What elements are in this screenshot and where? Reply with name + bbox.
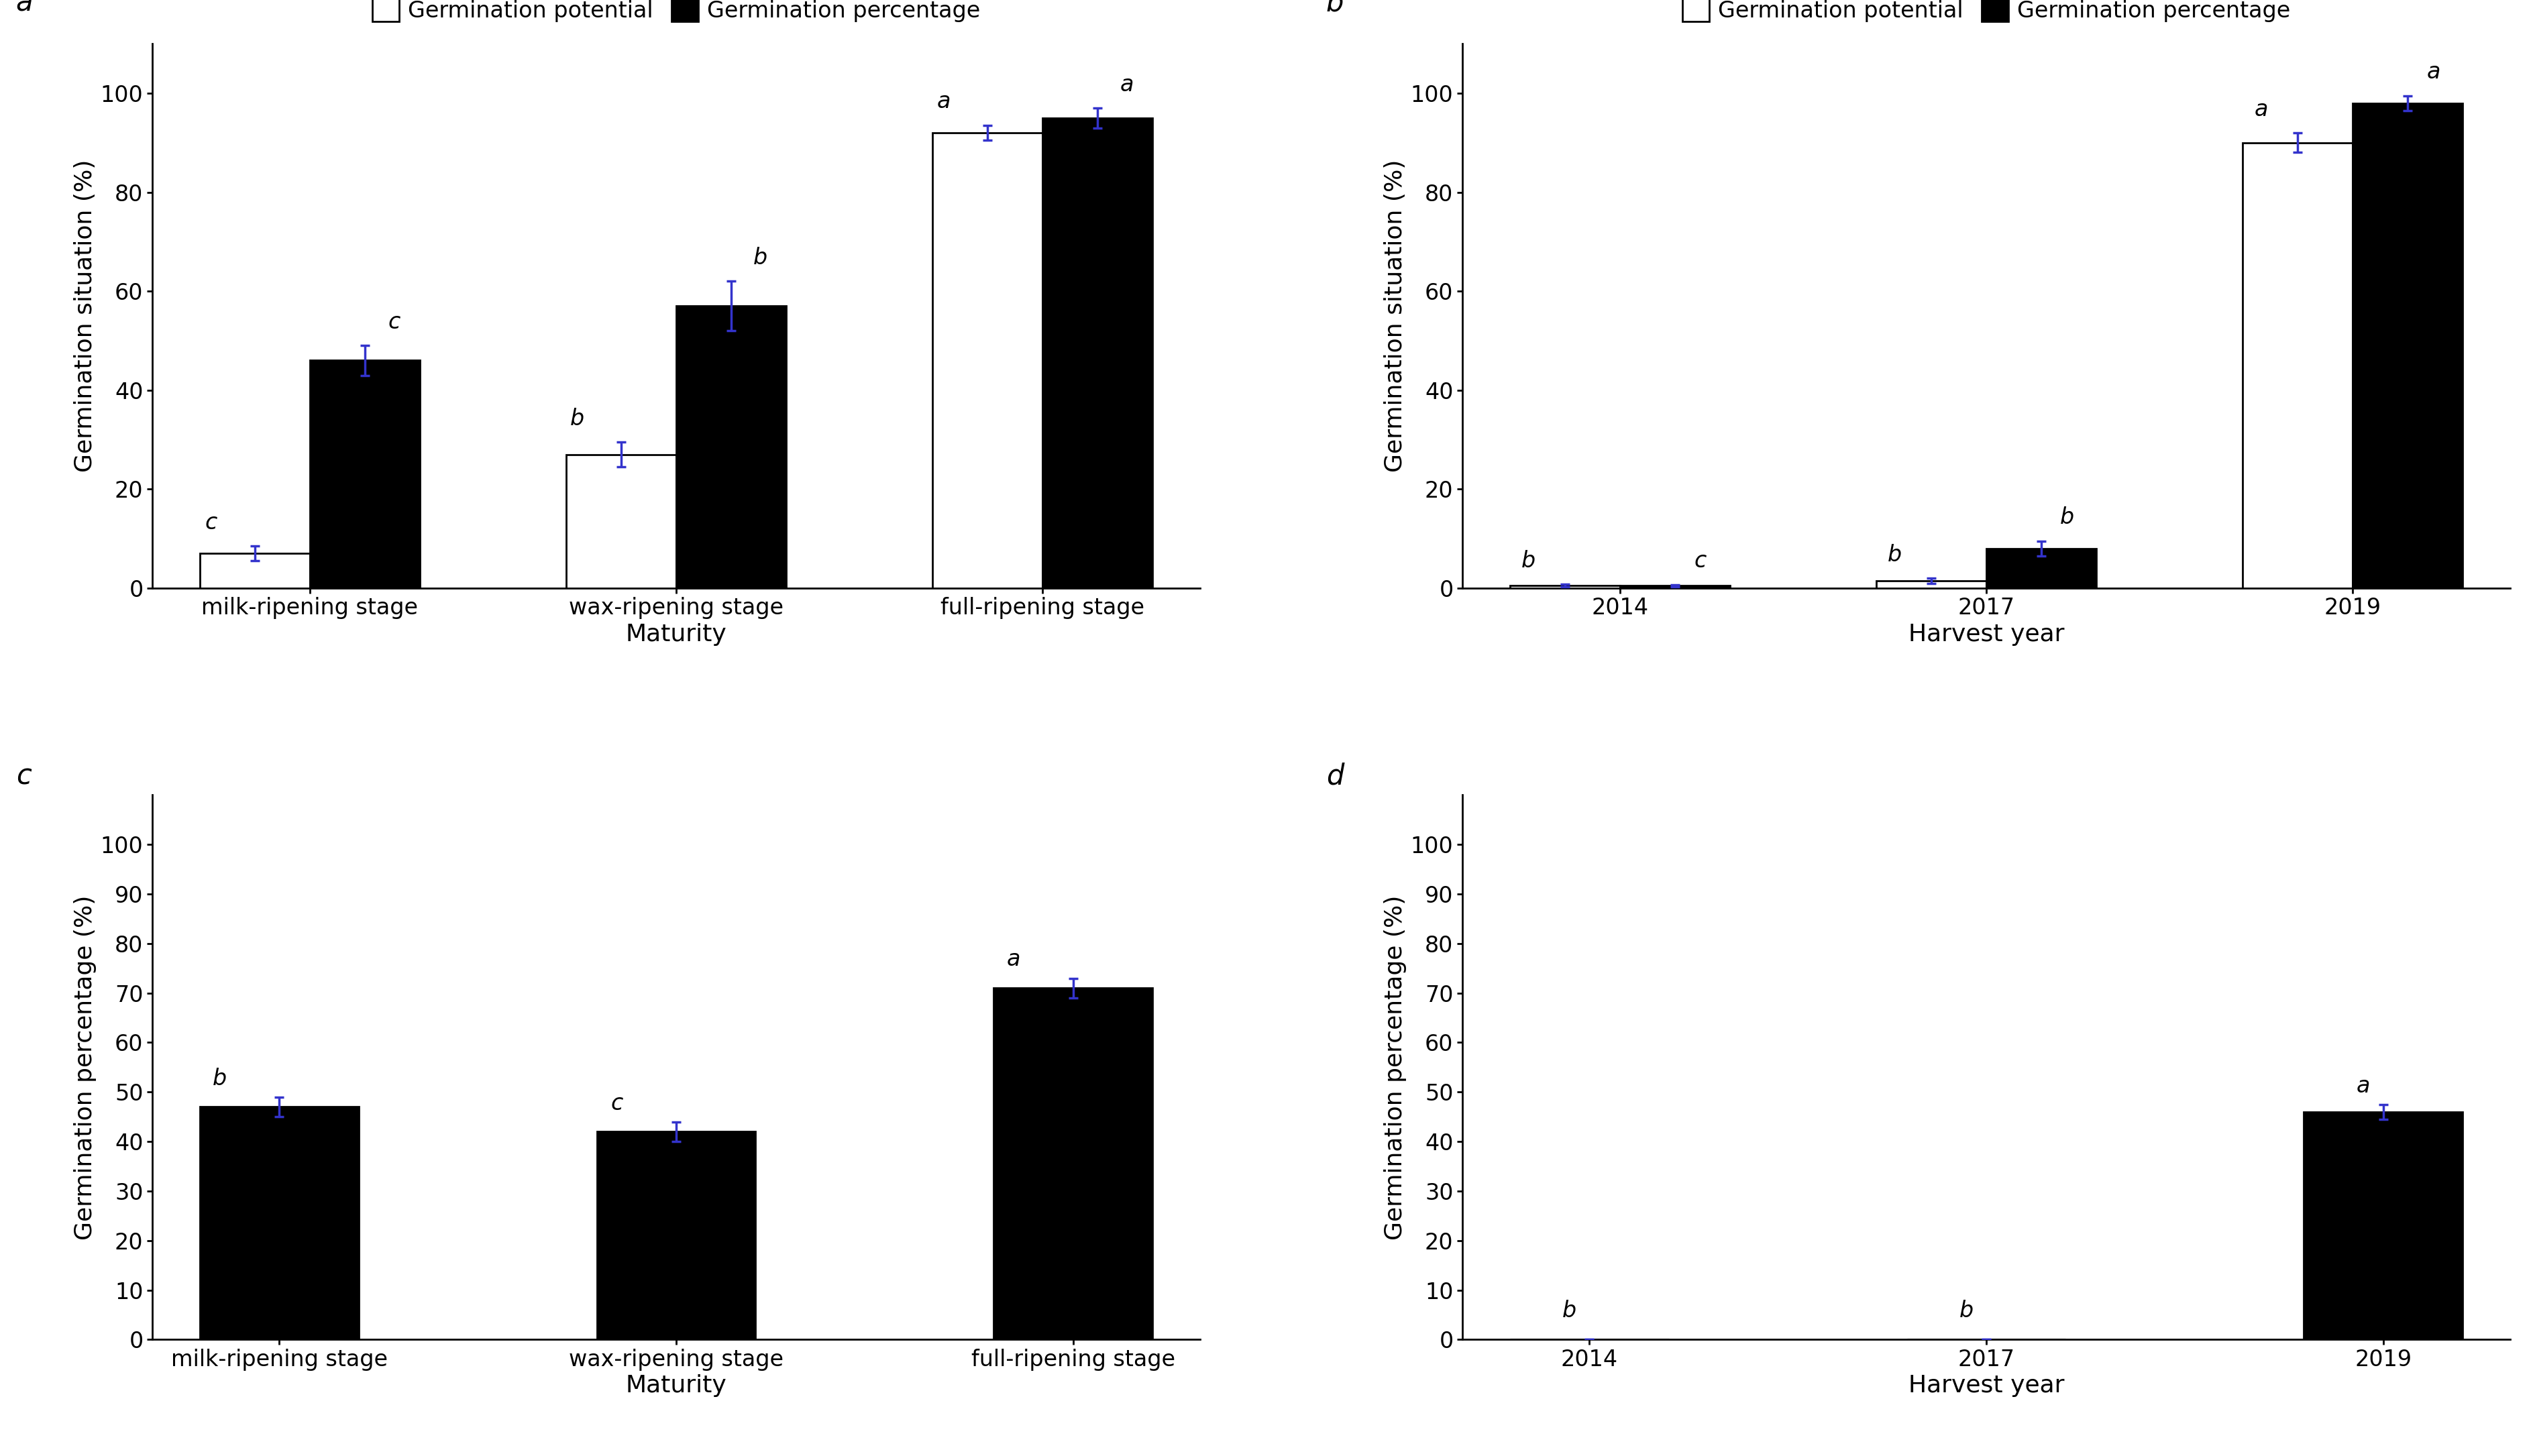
Bar [1620,585,1729,588]
Text: a: a [15,0,33,17]
Text: c: c [1693,550,1706,572]
Bar [2304,1112,2461,1340]
Bar [677,306,786,588]
Text: a: a [2254,98,2266,121]
Text: c: c [388,312,401,333]
Text: a: a [2355,1075,2370,1096]
Legend: Germination potential, Germination percentage: Germination potential, Germination perce… [363,0,989,31]
Y-axis label: Germination percentage (%): Germination percentage (%) [74,895,96,1239]
Bar [994,989,1153,1340]
Text: c: c [611,1092,624,1114]
Text: d: d [1326,763,1344,791]
Text: b: b [1562,1300,1577,1322]
Legend: Germination potential, Germination percentage: Germination potential, Germination perce… [1673,0,2299,31]
X-axis label: Harvest year: Harvest year [1909,1374,2063,1396]
Text: b: b [1886,543,1901,566]
X-axis label: Maturity: Maturity [626,623,728,645]
Bar [596,1131,755,1340]
Bar [1042,118,1153,588]
Text: c: c [15,763,30,791]
Text: b: b [570,408,583,430]
Bar [1985,549,2096,588]
Bar [1508,585,1620,588]
Text: b: b [1960,1300,1972,1322]
Bar [2352,103,2461,588]
Bar [1876,581,1985,588]
Y-axis label: Germination situation (%): Germination situation (%) [74,160,96,472]
Text: a: a [1120,73,1133,96]
Text: a: a [1006,949,1019,971]
X-axis label: Harvest year: Harvest year [1909,623,2063,645]
Text: b: b [2058,507,2074,529]
Bar [309,361,421,588]
Text: b: b [753,246,768,269]
Y-axis label: Germination percentage (%): Germination percentage (%) [1384,895,1407,1239]
X-axis label: Maturity: Maturity [626,1374,728,1396]
Text: b: b [1326,0,1344,17]
Bar [565,454,677,588]
Bar [200,553,309,588]
Text: a: a [2426,61,2439,83]
Bar [200,1107,357,1340]
Bar [933,132,1042,588]
Text: b: b [213,1067,226,1089]
Bar [2241,143,2352,588]
Y-axis label: Germination situation (%): Germination situation (%) [1384,160,1407,472]
Text: b: b [1521,550,1534,572]
Text: c: c [205,511,218,534]
Text: a: a [935,90,951,114]
